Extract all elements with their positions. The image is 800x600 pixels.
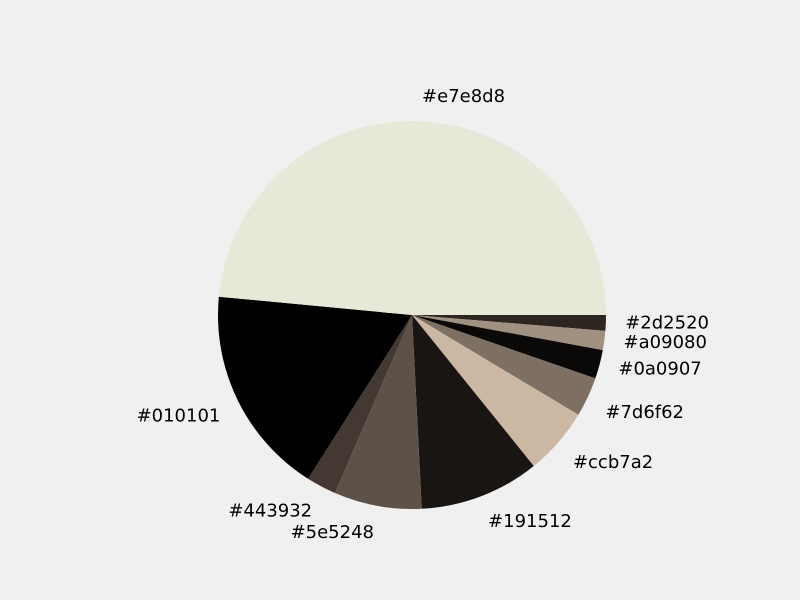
pie-label-2: #0a0907 xyxy=(618,358,701,379)
pie-slice-8 xyxy=(217,296,412,479)
pie-slice-2 xyxy=(412,315,603,379)
pie-label-7: #443932 xyxy=(228,500,312,521)
pie-label-4: #ccb7a2 xyxy=(573,452,653,473)
pie-label-1: #a09080 xyxy=(624,332,707,353)
pie-slice-7 xyxy=(308,315,412,494)
pie-slice-3 xyxy=(412,315,596,415)
pie-labels: #2d2520#a09080 #0a0907 #7d6f62 #ccb7a2 #1915… xyxy=(137,86,709,543)
pie-slice-9 xyxy=(218,120,607,315)
pie-label-5: #191512 xyxy=(488,511,572,532)
pie-label-3: #7d6f62 xyxy=(605,402,684,423)
pie-slice-4 xyxy=(412,315,579,467)
pie-label-9: #e7e8d8 xyxy=(422,86,505,107)
pie-slice-6 xyxy=(334,315,422,509)
pie-slice-5 xyxy=(412,315,534,509)
pie-slices xyxy=(217,120,607,509)
pie-label-6: #5e5248 xyxy=(291,522,374,543)
pie-slice-0 xyxy=(412,315,606,331)
pie-slice-1 xyxy=(412,315,606,351)
pie-label-8: #010101 xyxy=(137,406,221,427)
pie-label-0: #2d2520 xyxy=(625,313,709,334)
